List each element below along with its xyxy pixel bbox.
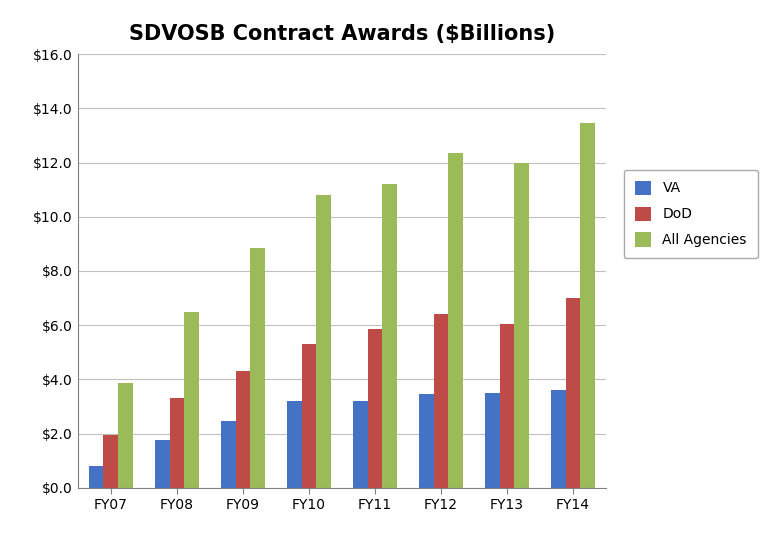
Bar [382, 184, 397, 488]
Bar [500, 324, 514, 488]
Bar [434, 314, 448, 488]
Bar [419, 395, 434, 488]
Bar [301, 344, 316, 488]
Bar [118, 384, 133, 488]
Bar [566, 298, 580, 488]
Bar [514, 163, 529, 488]
Bar [89, 466, 103, 488]
Bar [287, 401, 301, 488]
Title: SDVOSB Contract Awards ($Billions): SDVOSB Contract Awards ($Billions) [129, 24, 555, 44]
Bar [169, 398, 184, 488]
Bar [368, 330, 382, 488]
Bar [235, 371, 250, 488]
Bar [103, 435, 118, 488]
Bar [316, 195, 331, 488]
Bar [353, 401, 368, 488]
Bar [155, 440, 169, 488]
Bar [184, 312, 199, 488]
Bar [485, 393, 500, 488]
Bar [448, 153, 463, 488]
Legend: VA, DoD, All Agencies: VA, DoD, All Agencies [624, 170, 758, 259]
Bar [580, 124, 595, 488]
Bar [221, 422, 235, 488]
Bar [551, 390, 566, 488]
Bar [250, 248, 265, 488]
